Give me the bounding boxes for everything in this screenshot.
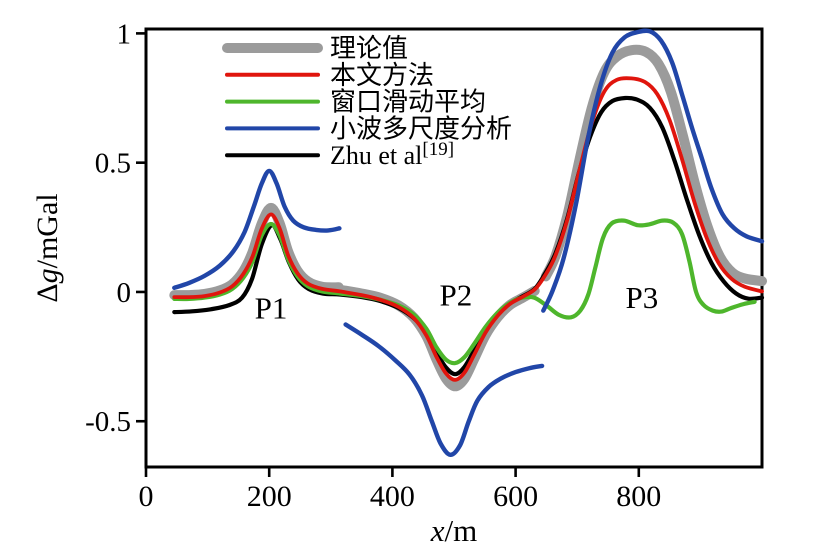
legend-item-wavelet: 小波多尺度分析	[225, 114, 512, 143]
y-axis-tick-label: 1	[117, 18, 132, 50]
legend-label-wavelet: 小波多尺度分析	[330, 114, 512, 143]
x-axis-tick-label: 200	[247, 480, 292, 513]
annotation-label-p3: P3	[626, 280, 659, 315]
plot-border	[144, 27, 764, 469]
y-axis-tick-label: 0	[117, 277, 132, 309]
x-axis-title: x/m	[430, 513, 478, 548]
legend-label-theoretical: 理论值	[330, 34, 408, 63]
x-axis-tick-label: 800	[616, 480, 661, 513]
series-proposed	[172, 76, 764, 382]
y-axis-tick-label: 0.5	[95, 148, 131, 180]
x-axis-tick-label: 0	[139, 480, 154, 513]
y-axis-title: Δg/mGal	[31, 193, 64, 302]
legend-item-zhu: Zhu et al[19]	[225, 139, 454, 170]
series-wavelet	[541, 28, 765, 313]
legend-label-proposed: 本文方法	[330, 61, 434, 90]
series-window-avg	[172, 218, 757, 366]
annotation-label-p1: P1	[255, 290, 288, 325]
legend-label-zhu: Zhu et al[19]	[330, 139, 454, 170]
legend-item-theoretical: 理论值	[222, 34, 408, 63]
legend-label-window-avg: 窗口滑动平均	[330, 88, 486, 117]
x-axis-tick-label: 600	[493, 480, 538, 513]
series-wavelet	[343, 322, 545, 457]
annotation-label-p2: P2	[439, 277, 472, 312]
series-wavelet	[172, 168, 342, 290]
legend-item-proposed: 本文方法	[225, 61, 434, 90]
x-axis-tick-label: 400	[370, 480, 415, 513]
series-theoretical	[540, 44, 767, 287]
legend-item-window-avg: 窗口滑动平均	[225, 88, 486, 117]
y-axis-tick-label: -0.5	[85, 406, 131, 438]
